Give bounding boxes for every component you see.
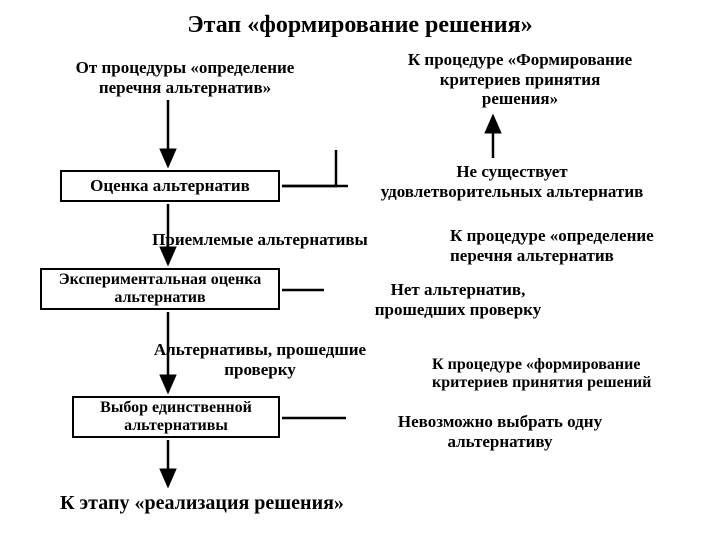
text-from-procedure: От процедуры «определениеперечня альтерн… (55, 58, 315, 97)
box-experimental-eval: Экспериментальная оценкаальтернатив (40, 268, 280, 310)
text-to-criteria-procedure: К процедуре «формированиекритериев приня… (432, 356, 720, 393)
text-to-realization: К этапу «реализация решения» (60, 492, 460, 515)
box-choice: Выбор единственнойальтернативы (72, 396, 280, 438)
text-no-satisfactory: Не существуетудовлетворительных альтерна… (352, 162, 672, 201)
text-no-passed: Нет альтернатив,прошедших проверку (328, 280, 588, 319)
text-to-list-procedure: К процедуре «определениеперечня альтерна… (450, 226, 720, 265)
page-title: Этап «формирование решения» (60, 12, 660, 39)
text-acceptable-alternatives: Приемлемые альтернативы (120, 230, 400, 250)
text-to-criteria-formation: К процедуре «Формированиекритериев приня… (380, 50, 660, 109)
box-evaluation: Оценка альтернатив (60, 170, 280, 202)
text-passed-check: Альтернативы, прошедшиепроверку (110, 340, 410, 379)
text-impossible-choice: Невозможно выбрать однуальтернативу (350, 412, 650, 451)
